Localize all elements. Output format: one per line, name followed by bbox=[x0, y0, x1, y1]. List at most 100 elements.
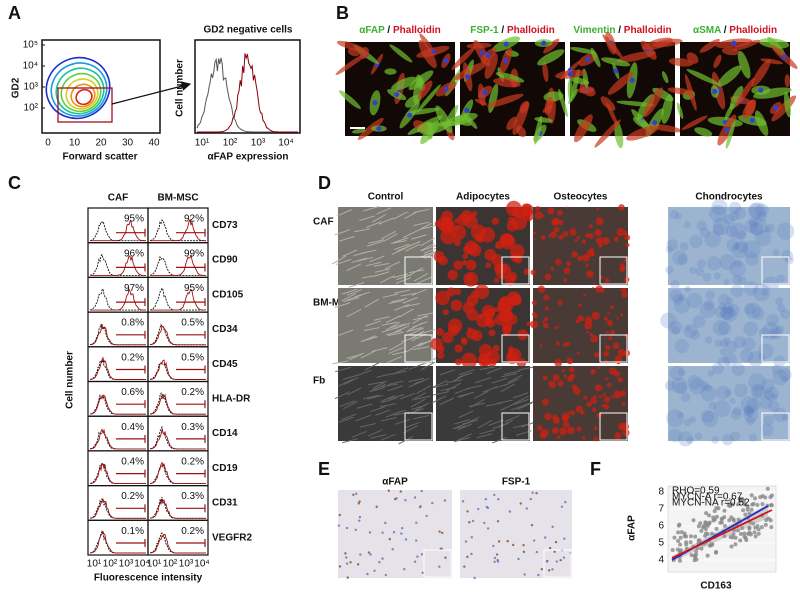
stain bbox=[721, 433, 734, 446]
point bbox=[712, 509, 717, 514]
fiber bbox=[420, 237, 435, 247]
point bbox=[722, 523, 727, 528]
percentage: 96% bbox=[124, 248, 144, 259]
cell bbox=[551, 525, 554, 529]
stain bbox=[665, 265, 674, 275]
nucleus bbox=[486, 52, 492, 58]
nucleus bbox=[376, 126, 382, 132]
image-background bbox=[338, 490, 452, 578]
stain bbox=[562, 421, 570, 428]
nucleus bbox=[712, 89, 718, 95]
stain bbox=[689, 234, 703, 249]
image-title: Vimentin / Phalloidin bbox=[573, 25, 671, 36]
fiber bbox=[417, 339, 433, 348]
stain bbox=[470, 224, 486, 240]
stain bbox=[725, 225, 739, 238]
stain bbox=[695, 267, 705, 277]
panel-label: F bbox=[590, 459, 601, 479]
point bbox=[696, 524, 701, 529]
percentage: 99% bbox=[184, 248, 204, 259]
cell bbox=[470, 536, 473, 539]
stain bbox=[678, 293, 686, 301]
title-part: / bbox=[724, 25, 727, 36]
cell bbox=[466, 555, 469, 559]
stain bbox=[543, 294, 550, 301]
stain bbox=[745, 409, 754, 418]
stain bbox=[548, 380, 556, 389]
cell bbox=[359, 553, 362, 556]
stain bbox=[759, 396, 772, 410]
stain bbox=[562, 231, 569, 237]
fiber bbox=[402, 230, 418, 239]
stain bbox=[752, 385, 766, 400]
nucleus bbox=[567, 71, 573, 77]
point bbox=[720, 516, 725, 521]
stain bbox=[506, 291, 521, 306]
stain bbox=[623, 258, 627, 262]
point bbox=[677, 522, 682, 527]
stain bbox=[569, 228, 577, 236]
stain bbox=[666, 245, 674, 254]
fiber bbox=[391, 247, 407, 255]
marker-label: CD34 bbox=[212, 324, 238, 335]
stain bbox=[553, 226, 560, 233]
stain bbox=[621, 402, 626, 406]
contour-line bbox=[60, 72, 102, 113]
stain bbox=[596, 207, 600, 211]
fiber bbox=[393, 243, 410, 251]
fiber bbox=[334, 229, 351, 236]
point bbox=[751, 521, 756, 526]
percentage: 0.5% bbox=[181, 318, 204, 329]
histogram-cell bbox=[147, 519, 209, 556]
stain bbox=[460, 337, 467, 344]
point bbox=[677, 558, 682, 563]
stain bbox=[547, 234, 551, 238]
cell bbox=[392, 531, 396, 534]
point bbox=[709, 531, 714, 536]
fiber bbox=[507, 374, 523, 384]
stain bbox=[694, 432, 703, 441]
stain bbox=[683, 323, 698, 339]
fiber bbox=[381, 383, 398, 388]
cell bbox=[531, 491, 534, 494]
stain bbox=[514, 255, 523, 264]
stain bbox=[575, 319, 580, 324]
inset bbox=[501, 412, 530, 441]
stain bbox=[743, 280, 759, 296]
cell bbox=[684, 74, 697, 111]
stain bbox=[566, 357, 573, 365]
column-header: CAF bbox=[108, 193, 129, 204]
stain bbox=[726, 238, 740, 252]
stain bbox=[547, 207, 555, 215]
percentage: 0.5% bbox=[181, 352, 204, 363]
cell bbox=[601, 57, 631, 67]
fiber bbox=[399, 308, 414, 318]
cell bbox=[542, 61, 549, 82]
stain bbox=[485, 262, 492, 269]
stain bbox=[720, 305, 735, 320]
nucleus bbox=[503, 58, 509, 64]
stain bbox=[664, 380, 676, 391]
stain bbox=[488, 329, 496, 337]
cell bbox=[497, 540, 501, 543]
stain bbox=[541, 320, 545, 324]
stain bbox=[453, 225, 460, 231]
stain bbox=[450, 299, 463, 312]
point bbox=[756, 531, 761, 536]
cell bbox=[742, 99, 757, 119]
fiber bbox=[439, 397, 455, 406]
point bbox=[728, 535, 733, 540]
cell bbox=[506, 539, 509, 543]
fiber bbox=[458, 410, 474, 418]
cell bbox=[522, 550, 526, 554]
stain bbox=[742, 337, 756, 351]
stain bbox=[586, 270, 594, 278]
fiber bbox=[462, 419, 478, 425]
nucleus bbox=[465, 74, 471, 80]
point bbox=[704, 511, 709, 516]
micrograph bbox=[530, 204, 631, 285]
cell bbox=[357, 502, 360, 505]
fiber bbox=[405, 243, 421, 252]
title-part: FSP-1 bbox=[470, 25, 499, 36]
stain bbox=[594, 228, 602, 237]
